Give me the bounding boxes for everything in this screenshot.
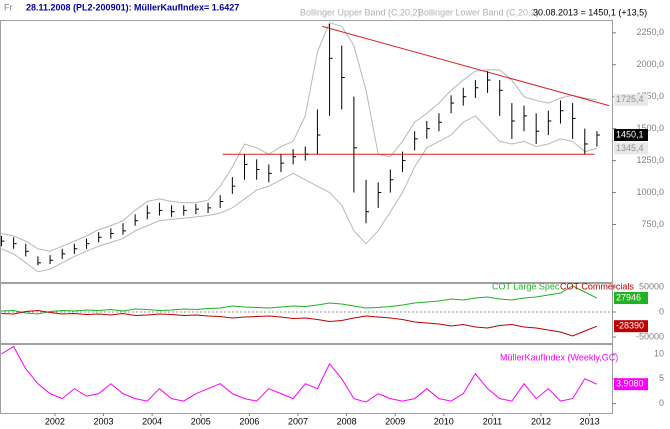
y-tick-label: -50000 — [636, 331, 664, 341]
last-value-box — [614, 93, 648, 106]
last-value-box — [614, 142, 648, 155]
series-line — [1, 345, 598, 403]
last-value-label: 1725,4 — [616, 94, 644, 104]
x-tick-label: 2011 — [483, 416, 502, 426]
band-line — [1, 115, 598, 273]
last-value-label: -28390 — [616, 321, 644, 331]
indicator: MüllerKaufIndex= 1.6427 — [134, 2, 239, 12]
series-line — [1, 285, 598, 315]
last-value-box — [614, 129, 648, 142]
legend-entry: MüllerKaufIndex (Weekly,GC) — [500, 352, 618, 362]
legend-entry: COT Commercials — [560, 281, 634, 291]
y-tick-label: 10 — [654, 348, 664, 358]
y-tick-label: 2000,0 — [636, 59, 664, 69]
y-tick-label: 0 — [659, 306, 664, 316]
last-value-label: 3,9080 — [616, 379, 644, 389]
last-value-label: 27946 — [616, 292, 641, 302]
y-tick-label: 1250,0 — [636, 155, 664, 165]
last-value-box — [614, 378, 648, 391]
panel-frame — [0, 283, 613, 344]
series-line — [1, 309, 598, 337]
last-value-box — [614, 320, 648, 333]
y-tick-label: 2250,0 — [636, 27, 664, 37]
weekday: Fr — [4, 2, 13, 12]
band-line — [1, 21, 598, 252]
legend-upper-band: Bollinger Upper Band (C,20,2) — [300, 7, 421, 17]
x-tick-label: 2002 — [45, 416, 65, 426]
x-tick-label: 2006 — [239, 416, 259, 426]
x-tick-label: 2003 — [94, 416, 114, 426]
y-tick-label: 1750,0 — [636, 91, 664, 101]
legend-lower-band: Bollinger Lower Band (C,20,2) — [418, 7, 539, 17]
x-tick-label: 2005 — [191, 416, 211, 426]
x-tick-label: 2010 — [434, 416, 454, 426]
last-value-box — [614, 292, 648, 305]
x-tick-label: 2008 — [337, 416, 357, 426]
y-tick-label: 750,0 — [641, 219, 664, 229]
y-tick-label: 5 — [659, 373, 664, 383]
y-tick-label: 50000 — [639, 281, 664, 291]
x-tick-label: 2007 — [288, 416, 308, 426]
last-value-label: 1345,4 — [616, 143, 644, 153]
x-tick-label: 2013 — [580, 416, 600, 426]
legend-entry: COT Large Spec — [492, 281, 560, 291]
y-tick-label: 1500,0 — [636, 123, 664, 133]
x-tick-label: 2004 — [142, 416, 162, 426]
panel-frame — [0, 20, 613, 283]
x-tick-label: 2009 — [385, 416, 405, 426]
date: 28.11.2008 (PL2-200901): — [26, 2, 132, 12]
y-tick-label: 1000,0 — [636, 187, 664, 197]
last-value-label: 1450,1 — [616, 129, 644, 139]
trend-line — [322, 25, 610, 107]
y-tick-label: 0 — [659, 398, 664, 408]
x-tick-label: 2012 — [531, 416, 551, 426]
status: 30.08.2013 = 1450,1 (+13,5) — [533, 7, 647, 17]
